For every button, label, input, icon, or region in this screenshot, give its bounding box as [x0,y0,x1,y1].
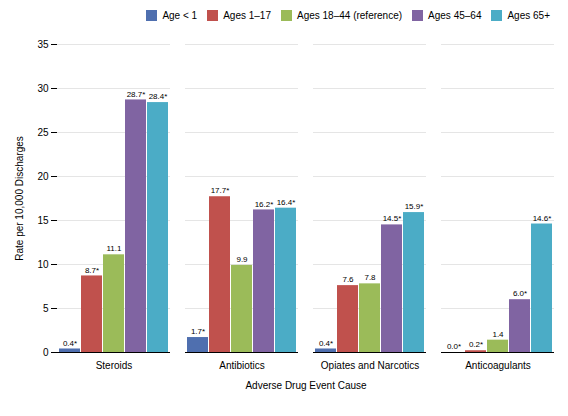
svg-text:17.7*: 17.7* [211,186,230,195]
html-text:Ages 1–17: Ages 1–17 [223,9,271,21]
svg-text:10: 10 [37,259,49,270]
svg-text:28.4*: 28.4* [149,92,168,101]
svg-text:14.6*: 14.6* [533,214,552,223]
svg-text:Steroids: Steroids [96,360,133,371]
svg-text:0.2*: 0.2* [469,340,483,349]
html-text:Age < 1: Age < 1 [162,9,198,21]
svg-text:5: 5 [43,303,49,314]
svg-text:Antibiotics: Antibiotics [219,360,265,371]
svg-text:15.9*: 15.9* [405,202,424,211]
svg-text:25: 25 [37,127,49,138]
svg-text:1.4: 1.4 [492,330,504,339]
svg-text:Adverse Drug Event Cause: Adverse Drug Event Cause [245,380,367,391]
svg-text:Anticoagulants: Anticoagulants [465,360,531,371]
html-text:Ages 18–44 (reference): Ages 18–44 (reference) [297,9,403,21]
svg-text:20: 20 [37,171,49,182]
svg-text:0: 0 [43,347,49,358]
svg-text:15: 15 [37,215,49,226]
svg-text:7.8: 7.8 [364,273,376,282]
svg-text:Opiates and Narcotics: Opiates and Narcotics [321,360,419,371]
svg-text:28.7*: 28.7* [127,90,146,99]
svg-text:0.0*: 0.0* [447,342,461,351]
svg-text:30: 30 [37,83,49,94]
svg-text:7.6: 7.6 [342,275,354,284]
html-text:Ages 45–64: Ages 45–64 [428,9,482,21]
svg-text:9.9: 9.9 [236,255,248,264]
html-text:Ages 65+: Ages 65+ [507,9,550,21]
svg-text:16.4*: 16.4* [277,198,296,207]
svg-text:14.5*: 14.5* [383,214,402,223]
svg-text:Rate per 10,000 Discharges: Rate per 10,000 Discharges [14,136,25,261]
svg-text:1.7*: 1.7* [191,327,205,336]
svg-text:35: 35 [37,39,49,50]
svg-text:16.2*: 16.2* [255,200,274,209]
svg-text:0.4*: 0.4* [63,339,77,348]
svg-text:11.1: 11.1 [107,244,123,253]
svg-text:0.4*: 0.4* [319,339,333,348]
svg-text:8.7*: 8.7* [85,266,99,275]
svg-text:6.0*: 6.0* [513,289,527,298]
